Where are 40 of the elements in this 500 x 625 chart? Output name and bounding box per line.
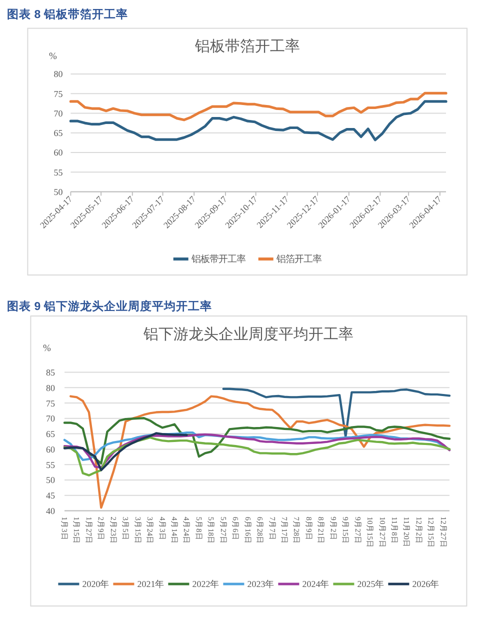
legend-label: 2024年 bbox=[302, 579, 330, 590]
legend-label: 2022年 bbox=[192, 579, 220, 590]
chart-title: 图表 9 铝下游龙头企业周度平均开工率 bbox=[7, 299, 212, 313]
chart-title: 图表 8 铝板带箔开工率 bbox=[7, 7, 128, 21]
y-tick-label: 85 bbox=[46, 368, 56, 378]
legend-label: 2023年 bbox=[247, 579, 274, 590]
y-tick-label: 80 bbox=[46, 382, 56, 393]
y-tick-label: 70 bbox=[46, 414, 56, 424]
line-series bbox=[63, 433, 451, 469]
y-tick-label: 65 bbox=[54, 128, 64, 138]
line-series bbox=[63, 432, 188, 472]
line-series bbox=[63, 417, 451, 464]
legend-label: 铝箔开工率 bbox=[275, 254, 322, 266]
line-series bbox=[70, 395, 451, 509]
chart-subtitle: 铝下游龙头企业周度平均开工率 bbox=[142, 326, 354, 343]
y-tick-label: 60 bbox=[46, 444, 56, 454]
legend-label: 铝板带开工率 bbox=[190, 254, 246, 266]
y-tick-label: 45 bbox=[46, 490, 56, 501]
line-series bbox=[69, 100, 448, 142]
legend-label: 2025年 bbox=[357, 579, 384, 590]
line-series bbox=[69, 92, 448, 122]
legend-label: 2026年 bbox=[412, 579, 440, 590]
y-tick-label: 55 bbox=[46, 460, 56, 470]
y-axis-title: % bbox=[49, 52, 58, 62]
y-tick-label: 75 bbox=[54, 88, 64, 99]
y-tick-label: 70 bbox=[54, 108, 64, 118]
y-axis-title: % bbox=[43, 344, 52, 354]
y-tick-label: 80 bbox=[54, 69, 64, 80]
y-tick-label: 75 bbox=[46, 398, 56, 408]
y-tick-label: 65 bbox=[46, 429, 56, 440]
legend-label: 2021年 bbox=[137, 579, 164, 590]
y-tick-label: 50 bbox=[46, 475, 56, 486]
y-tick-label: 50 bbox=[54, 186, 64, 197]
chart-subtitle: 铝板带箔开工率 bbox=[194, 38, 300, 55]
y-tick-label: 60 bbox=[54, 148, 64, 158]
y-tick-label: 40 bbox=[46, 506, 56, 516]
legend-label: 2020年 bbox=[82, 579, 110, 590]
line-series bbox=[63, 436, 451, 476]
line-series bbox=[222, 388, 451, 438]
y-tick-label: 55 bbox=[54, 167, 64, 178]
